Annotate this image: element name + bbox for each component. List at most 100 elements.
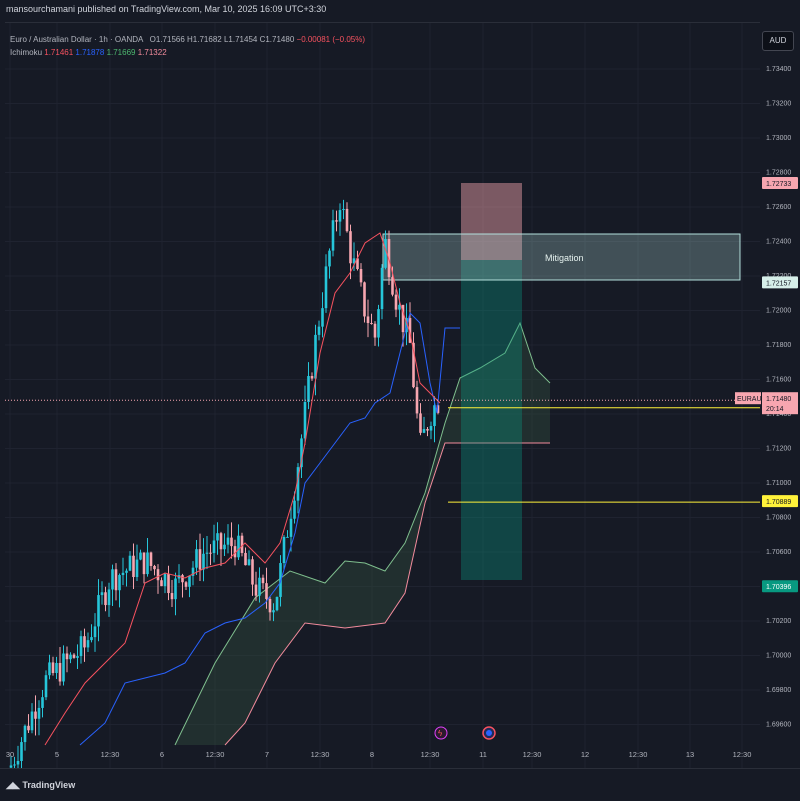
indicator-value: 1.71669 (106, 48, 136, 57)
price-marker-label: 1.72733 (766, 181, 791, 188)
candle-body (79, 636, 83, 657)
price-axis[interactable]: 1.73400 1.73200 1.73000 1.72800 1.72600 1.724… (735, 22, 800, 768)
candle-body (233, 546, 237, 558)
chart-canvas[interactable]: Mitigation ϟ (5, 23, 760, 769)
indicator-name[interactable]: Ichimoku (10, 48, 43, 57)
price-marker-bg (762, 580, 798, 593)
ichimoku-cloud (174, 321, 551, 746)
candle-body (275, 596, 279, 611)
candle-body (384, 239, 387, 268)
candle-body (174, 578, 177, 600)
candle-body (289, 518, 293, 537)
stop-zone (461, 183, 522, 260)
candle-body (188, 575, 191, 587)
mitigation-label: Mitigation (545, 253, 584, 263)
candle-body (237, 535, 240, 558)
candle-body (125, 570, 128, 573)
symbol-title[interactable]: Euro / Australian Dollar · 1h · OANDA (10, 35, 143, 44)
price-tick-label: 1.70000 (766, 653, 791, 660)
candle-body (380, 267, 384, 310)
indicator-row: Ichimoku 1.71461 1.71878 1.71669 1.71322 (10, 46, 365, 59)
price-tick-label: 1.73000 (766, 135, 791, 142)
candle-body (433, 405, 436, 427)
candle-body (338, 210, 342, 222)
candle-body (223, 544, 226, 550)
candle-body (412, 342, 415, 388)
candle-body (324, 266, 328, 309)
candle-body (86, 640, 90, 648)
candle-body (209, 552, 212, 554)
candle-body (20, 742, 23, 761)
candle-body (401, 304, 405, 333)
price-marker-bg (762, 177, 798, 190)
candle-body (265, 583, 268, 599)
brand-label: TradingView (22, 780, 76, 790)
price-marker: 1.70889 (762, 495, 798, 508)
time-tick-label: 6 (160, 750, 164, 759)
candle-body (55, 662, 58, 674)
candle-body (436, 405, 440, 413)
grid-lines (5, 23, 760, 769)
candle-body (205, 552, 209, 554)
candle-body (335, 220, 338, 222)
candle-body (114, 569, 118, 591)
candle-body (268, 598, 272, 613)
tradingview-brand[interactable]: ◢◣ TradingView (6, 780, 75, 791)
time-axis-labels: 30 5 12:30 6 12:30 7 12:30 8 12:30 11 12:30 12 12:30… (6, 750, 752, 759)
price-tick-label: 1.72400 (766, 239, 791, 246)
time-tick-label: 12 (581, 750, 589, 759)
candle-body (48, 662, 51, 676)
low-value: L1.71454 (223, 35, 258, 44)
candle-body (104, 592, 107, 606)
candle-body (363, 282, 366, 317)
tradingview-logo-icon: ◢◣ (6, 780, 23, 790)
candle-body (352, 258, 356, 264)
horizontal-levels (5, 399, 760, 503)
symbol-tag-bg (735, 392, 761, 405)
ichimoku-lines (44, 232, 460, 746)
price-tick-label: 1.71400 (766, 411, 791, 418)
candle-body (72, 654, 76, 658)
price-marker-label: 1.70889 (766, 499, 791, 506)
candle-body (317, 326, 321, 335)
candle-body (149, 552, 153, 566)
candle-body (349, 231, 352, 264)
time-tick-label: 12:30 (101, 750, 120, 759)
candle-body (247, 559, 251, 566)
candle-body (107, 589, 111, 606)
candle-body (153, 565, 156, 570)
price-marker: 1.70396 (762, 580, 798, 593)
candle-body (293, 500, 296, 519)
price-tick-label: 1.73400 (766, 66, 791, 73)
time-tick-label: 30 (6, 750, 14, 759)
chart-pane[interactable]: Mitigation ϟ (5, 22, 760, 769)
symbol-tag-name: EURAUD (737, 396, 767, 403)
candle-body (41, 697, 44, 708)
open-value: O1.71566 (149, 35, 185, 44)
economic-event-icon[interactable] (482, 726, 496, 740)
flash-event-icon[interactable]: ϟ (434, 726, 448, 740)
indicator-value: 1.71322 (137, 48, 167, 57)
currency-button[interactable]: AUD (762, 31, 794, 51)
candle-body (181, 575, 184, 583)
candle-body (83, 636, 86, 648)
kijun-line (79, 312, 460, 746)
candle-body (16, 760, 20, 765)
candle-body (370, 323, 373, 325)
candle-body (251, 559, 254, 585)
candle-body (167, 574, 170, 594)
time-tick-label: 11 (479, 750, 487, 759)
tenkan-line (44, 232, 441, 746)
time-axis[interactable]: 30 5 12:30 6 12:30 7 12:30 8 12:30 11 12:30 12 12:30… (0, 743, 800, 768)
candle-body (419, 413, 422, 433)
price-tick-label: 1.69800 (766, 687, 791, 694)
candle-body (212, 540, 216, 554)
candle-body (261, 577, 265, 584)
candle-body (366, 316, 370, 324)
price-tick-label: 1.70200 (766, 618, 791, 625)
candle-body (296, 467, 300, 501)
candle-body (118, 575, 121, 591)
annotation-zones: Mitigation (382, 183, 741, 580)
candle-body (345, 208, 349, 232)
price-tag-value: 1.71480 (766, 396, 791, 403)
